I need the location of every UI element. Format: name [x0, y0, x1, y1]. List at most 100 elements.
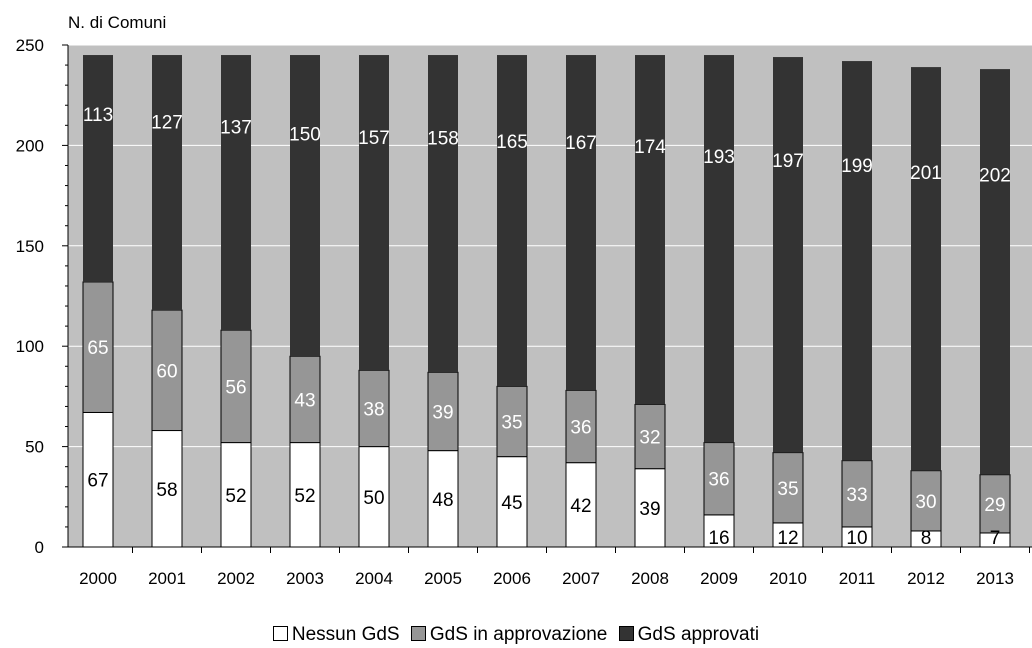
bar-segment: [704, 55, 734, 443]
bar-segment: [703, 514, 735, 548]
data-label: 50: [363, 488, 384, 509]
bar-segment: [496, 385, 528, 458]
bar-segment: [427, 371, 459, 452]
data-label: 32: [639, 428, 660, 449]
legend-item-approvati: GdS approvati: [618, 624, 760, 646]
data-label: 35: [501, 413, 522, 434]
data-label: 67: [87, 471, 108, 492]
x-tick-label: 2005: [424, 569, 462, 588]
legend: Nessun GdS GdS in approvazione GdS appro…: [0, 624, 1032, 646]
data-label: 150: [289, 124, 321, 145]
data-label: 193: [703, 147, 735, 168]
data-label: 127: [151, 112, 183, 133]
y-tick-label: 200: [16, 136, 44, 155]
bar-segment: [359, 55, 389, 371]
data-label: 42: [570, 496, 591, 517]
bar-segment: [358, 446, 390, 548]
data-label: 157: [358, 128, 390, 149]
bar-segment: [496, 456, 528, 548]
y-tick-label: 250: [16, 36, 44, 55]
data-label: 58: [156, 480, 177, 501]
data-label: 10: [846, 528, 867, 549]
data-label: 48: [432, 490, 453, 511]
data-label: 29: [984, 495, 1005, 516]
x-tick-label: 2004: [355, 569, 393, 588]
x-tick-label: 2003: [286, 569, 324, 588]
data-label: 8: [921, 528, 932, 549]
x-tick-label: 2007: [562, 569, 600, 588]
data-label: 39: [432, 402, 453, 423]
data-label: 33: [846, 485, 867, 506]
data-label: 35: [777, 479, 798, 500]
legend-swatch-in-approvazione: [410, 626, 426, 641]
data-label: 174: [634, 137, 666, 158]
bar-segment: [82, 281, 114, 413]
legend-label-approvati: GdS approvati: [637, 624, 760, 645]
y-tick-label: 50: [25, 438, 44, 457]
data-label: 137: [220, 118, 252, 139]
bar-segment: [911, 67, 941, 471]
bar-segment: [841, 460, 873, 528]
bar-segment: [289, 442, 321, 548]
bar-segment: [290, 55, 320, 357]
data-label: 12: [777, 528, 798, 549]
bar-segment: [358, 369, 390, 448]
data-label: 60: [156, 361, 177, 382]
bar-segment: [842, 61, 872, 461]
x-tick-label: 2002: [217, 569, 255, 588]
data-label: 38: [363, 399, 384, 420]
bar-segment: [427, 450, 459, 548]
y-tick-label: 150: [16, 237, 44, 256]
y-axis-title: N. di Comuni: [68, 13, 166, 32]
bar-segment: [151, 430, 183, 548]
bar-segment: [773, 57, 803, 453]
data-label: 36: [570, 418, 591, 439]
data-label: 52: [225, 486, 246, 507]
x-tick-label: 2006: [493, 569, 531, 588]
y-tick-label: 0: [35, 538, 44, 557]
bar-segment: [910, 470, 942, 532]
x-tick-label: 2013: [976, 569, 1014, 588]
data-label: 16: [708, 528, 729, 549]
data-label: 45: [501, 493, 522, 514]
x-tick-label: 2000: [79, 569, 117, 588]
bar-segment: [497, 55, 527, 387]
data-label: 165: [496, 132, 528, 153]
x-axis: 2000 2001 2002 2003 2004 2005 2006 2007 2008 2009…: [68, 546, 1032, 588]
legend-item-in-approvazione: GdS in approvazione: [410, 624, 607, 646]
bar-segment: [289, 355, 321, 444]
data-label: 167: [565, 133, 597, 154]
bar-segment: [703, 442, 735, 516]
bar-segment: [566, 55, 596, 391]
data-label: 197: [772, 151, 804, 172]
x-tick-label: 2010: [769, 569, 807, 588]
bar-segment: [428, 55, 458, 373]
data-label: 36: [708, 470, 729, 491]
legend-swatch-approvati: [618, 626, 634, 641]
data-label: 43: [294, 390, 315, 411]
bars: [82, 55, 1011, 548]
bar-segment: [980, 69, 1010, 475]
bar-segment: [82, 411, 114, 548]
data-label: 30: [915, 492, 936, 513]
bar-segment: [152, 55, 182, 311]
legend-item-nessun: Nessun GdS: [272, 624, 400, 646]
x-tick-label: 2012: [907, 569, 945, 588]
data-label: 56: [225, 377, 246, 398]
y-axis: 0 50 100 150 200 250: [16, 36, 69, 557]
bar-segment: [83, 55, 113, 282]
x-tick-label: 2009: [700, 569, 738, 588]
plot-area: [68, 45, 1032, 547]
data-label: 202: [979, 166, 1011, 187]
bar-segment: [220, 442, 252, 548]
bar-segment: [565, 462, 597, 548]
data-label: 201: [910, 163, 942, 184]
x-tick-label: 2001: [148, 569, 186, 588]
data-label: 158: [427, 129, 459, 150]
bar-segment: [635, 55, 665, 405]
bar-segment: [634, 403, 666, 470]
data-label: 7: [990, 528, 1001, 549]
bar-segment: [221, 55, 251, 331]
legend-swatch-nessun: [272, 626, 288, 641]
